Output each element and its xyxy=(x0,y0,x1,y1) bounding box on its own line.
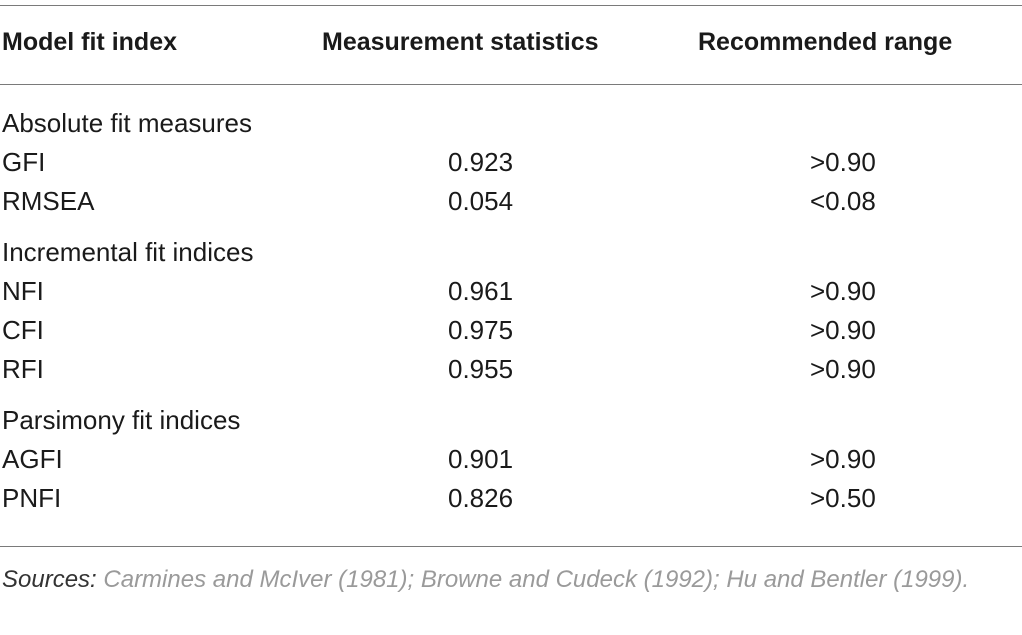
fit-index-name: RMSEA xyxy=(2,186,95,216)
measurement-value: 0.826 xyxy=(448,483,514,513)
measurement-value: 0.955 xyxy=(448,354,514,384)
footnote-lead: Sources: xyxy=(2,566,97,593)
group-title-row: Incremental fit indices xyxy=(0,237,1022,276)
group-title: Incremental fit indices xyxy=(2,237,254,267)
fit-index-name: PNFI xyxy=(2,483,62,513)
footnote-sources: Carmines and McIver (1981); Browne and C… xyxy=(96,566,970,593)
fit-index-name: AGFI xyxy=(2,444,63,474)
table-row: NFI 0.961 >0.90 xyxy=(0,276,1022,315)
fit-index-name: CFI xyxy=(2,315,44,345)
group-title-row: Parsimony fit indices xyxy=(0,405,1022,444)
recommended-range: >0.90 xyxy=(810,354,876,384)
table-row: CFI 0.975 >0.90 xyxy=(0,315,1022,354)
header-model-fit-index: Model fit index xyxy=(2,28,177,56)
table-row: RFI 0.955 >0.90 xyxy=(0,354,1022,393)
fit-index-name: RFI xyxy=(2,354,44,384)
recommended-range: <0.08 xyxy=(810,186,876,216)
fit-index-name: NFI xyxy=(2,276,44,306)
recommended-range: >0.90 xyxy=(810,444,876,474)
recommended-range: >0.90 xyxy=(810,315,876,345)
measurement-value: 0.923 xyxy=(448,147,514,177)
measurement-value: 0.054 xyxy=(448,186,514,216)
group-title-row: Absolute fit measures xyxy=(0,108,1022,147)
table-header: Model fit index Measurement statistics R… xyxy=(0,28,1022,64)
table-bottom-rule xyxy=(0,546,1022,547)
header-measurement-statistics: Measurement statistics xyxy=(322,28,599,56)
fit-index-name: GFI xyxy=(2,147,46,177)
table-row: PNFI 0.826 >0.50 xyxy=(0,483,1022,522)
measurement-value: 0.961 xyxy=(448,276,514,306)
recommended-range: >0.90 xyxy=(810,276,876,306)
measurement-value: 0.975 xyxy=(448,315,514,345)
header-recommended-range: Recommended range xyxy=(698,28,953,56)
table-header-rule xyxy=(0,84,1022,85)
recommended-range: >0.90 xyxy=(810,147,876,177)
table-row: RMSEA 0.054 <0.08 xyxy=(0,186,1022,225)
measurement-value: 0.901 xyxy=(448,444,514,474)
table-footnote: Sources: Carmines and McIver (1981); Bro… xyxy=(2,562,1012,598)
group-title: Parsimony fit indices xyxy=(2,405,241,435)
table-top-rule xyxy=(0,5,1022,6)
table-row: GFI 0.923 >0.90 xyxy=(0,147,1022,186)
table-body: Absolute fit measures GFI 0.923 >0.90 RM… xyxy=(0,108,1022,522)
recommended-range: >0.50 xyxy=(810,483,876,513)
table-row: AGFI 0.901 >0.90 xyxy=(0,444,1022,483)
group-title: Absolute fit measures xyxy=(2,108,253,138)
